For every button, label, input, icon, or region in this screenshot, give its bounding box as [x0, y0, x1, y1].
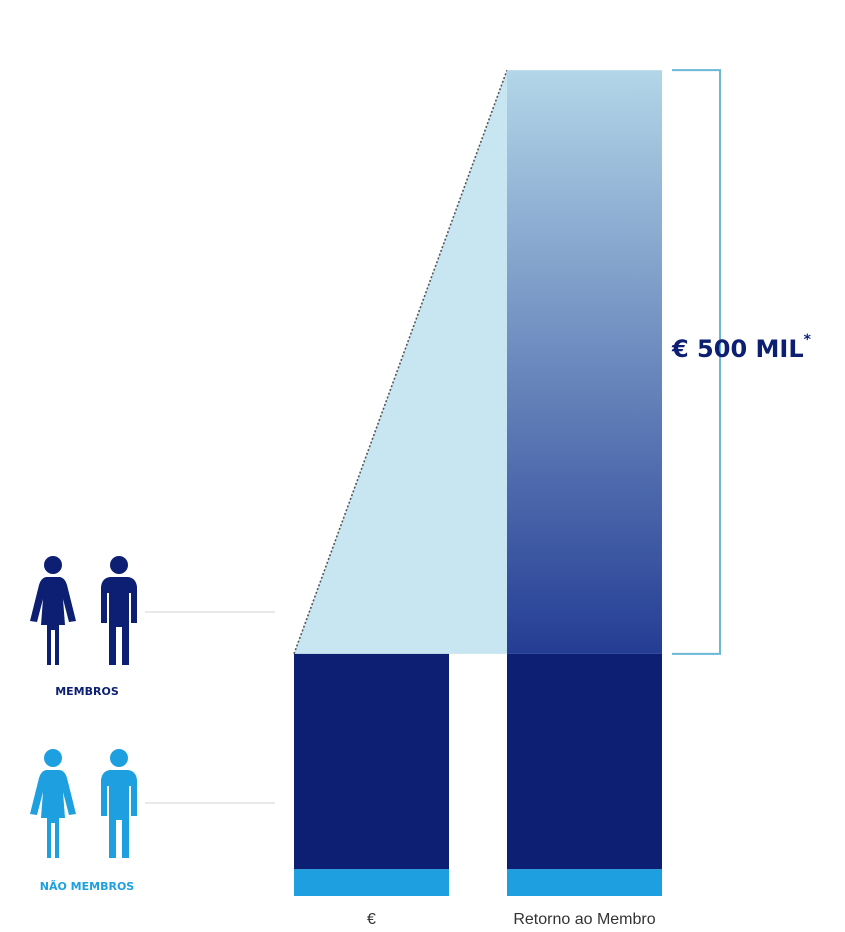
legend-label-nao-membros: NÃO MEMBROS [40, 880, 135, 893]
projection-dotted-line [293, 69, 508, 655]
man-woman-icon [30, 556, 137, 665]
value-bracket [672, 69, 721, 655]
projection-area [294, 70, 507, 654]
bar-retorno-gain [507, 70, 662, 654]
bracket-marker: * [804, 332, 812, 348]
legend-label-membros: MEMBROS [55, 685, 119, 698]
bar-eur-nao-membros [294, 869, 449, 896]
category-label-retorno: Retorno ao Membro [513, 911, 655, 928]
man-woman-icon [30, 749, 137, 858]
bracket-value: € 500 MIL [671, 335, 804, 363]
bar-retorno-membros [507, 653, 662, 870]
bar-eur-membros [294, 653, 449, 870]
bar-retorno-nao-membros [507, 869, 662, 896]
category-label-eur: € [367, 911, 376, 928]
bracket-label: € 500 MIL* [671, 332, 812, 363]
